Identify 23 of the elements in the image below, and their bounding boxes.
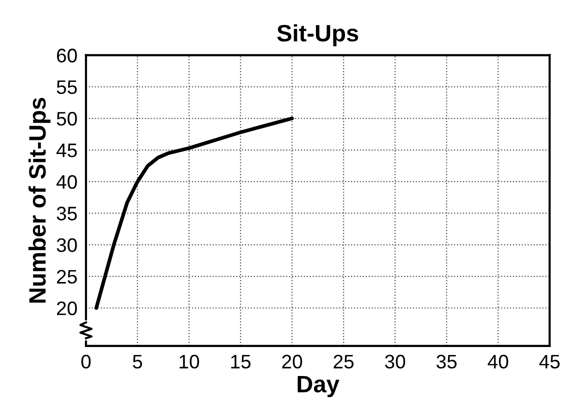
- x-tick-label: 20: [282, 354, 302, 369]
- x-tick-label: 0: [81, 354, 91, 369]
- y-tick-label: 50: [56, 112, 77, 126]
- x-tick-label: 5: [132, 354, 142, 369]
- x-tick-label: 10: [180, 354, 200, 369]
- y-tick-label: 35: [56, 206, 77, 220]
- x-tick-label: 25: [334, 354, 354, 369]
- y-tick-label: 60: [57, 48, 77, 62]
- x-axis-title: Day: [298, 376, 340, 398]
- y-tick-label: 25: [57, 270, 77, 284]
- x-tick-label: 40: [488, 354, 508, 369]
- y-tick-label: 40: [56, 175, 77, 189]
- x-tick-label: 15: [231, 354, 251, 369]
- y-axis-title: Number of Sit-Ups: [28, 98, 50, 303]
- x-tick-label: 35: [436, 354, 457, 369]
- y-tick-label: 20: [57, 301, 77, 316]
- x-tick-label: 45: [539, 354, 560, 369]
- y-tick-label: 45: [56, 144, 77, 158]
- y-tick-label: 55: [56, 80, 77, 94]
- chart-title: Sit-Ups: [277, 24, 358, 46]
- line-series: [94, 116, 294, 310]
- y-tick-label: 30: [56, 238, 77, 252]
- x-tick-label: 30: [385, 354, 406, 369]
